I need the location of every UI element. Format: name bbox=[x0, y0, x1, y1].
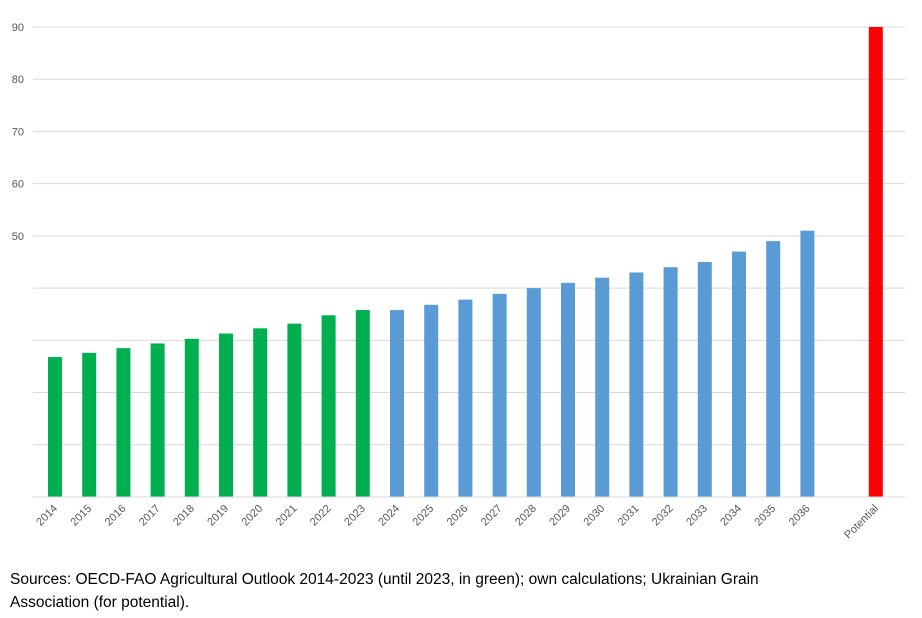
x-tick-label: 2023 bbox=[342, 503, 368, 529]
x-tick-label: 2020 bbox=[240, 503, 266, 529]
x-tick-label: 2014 bbox=[34, 503, 60, 529]
bar-potential bbox=[868, 27, 883, 497]
x-tick-label: 2021 bbox=[274, 503, 300, 529]
bar-2025 bbox=[424, 304, 439, 497]
bar-2027 bbox=[492, 293, 507, 497]
bar-2020 bbox=[253, 328, 268, 497]
bar-2033 bbox=[697, 262, 712, 497]
x-tick-label: 2017 bbox=[137, 503, 163, 529]
x-tick-label: 2019 bbox=[205, 503, 231, 529]
x-tick-label: 2035 bbox=[753, 503, 779, 529]
caption-line-2: Association (for potential). bbox=[10, 594, 190, 611]
y-tick-label: 90 bbox=[12, 22, 24, 34]
bar-2032 bbox=[663, 267, 678, 497]
x-tick-label: 2033 bbox=[684, 503, 710, 529]
x-tick-label: 2018 bbox=[171, 503, 197, 529]
x-tick-label: 2028 bbox=[513, 503, 539, 529]
bar-2022 bbox=[321, 315, 336, 497]
x-tick-label: 2036 bbox=[787, 503, 813, 529]
y-axis-ticks: 50 60 70 80 90 bbox=[12, 22, 24, 243]
bar-2028 bbox=[526, 288, 541, 497]
bar-2017 bbox=[150, 343, 165, 497]
x-tick-label: 2024 bbox=[376, 503, 402, 529]
x-tick-label: 2026 bbox=[445, 503, 471, 529]
bar-2035 bbox=[766, 241, 781, 497]
y-tick-label: 70 bbox=[12, 126, 24, 138]
bar-2034 bbox=[732, 251, 746, 497]
y-tick-label: 60 bbox=[12, 179, 24, 191]
bar-2019 bbox=[219, 333, 233, 497]
bar-2029 bbox=[561, 282, 575, 497]
bar-2016 bbox=[116, 348, 131, 497]
bar-2036 bbox=[800, 230, 815, 497]
y-tick-label: 50 bbox=[12, 231, 24, 243]
x-tick-label: 2016 bbox=[103, 503, 129, 529]
x-axis-labels: 2014 2015 2016 2017 2018 2019 2020 2021 2022 2023… bbox=[34, 503, 881, 542]
bar-2024 bbox=[390, 310, 404, 497]
bar-2021 bbox=[287, 323, 302, 497]
x-tick-label: 2015 bbox=[69, 503, 95, 529]
bar-2014 bbox=[48, 357, 62, 497]
gridlines bbox=[33, 26, 905, 446]
x-tick-label: 2025 bbox=[411, 503, 437, 529]
caption-line-1: Sources: OECD-FAO Agricultural Outlook 2… bbox=[10, 571, 759, 588]
bar-2015 bbox=[82, 352, 97, 497]
x-tick-label: 2030 bbox=[582, 503, 608, 529]
bar-2031 bbox=[629, 272, 644, 497]
bars bbox=[48, 27, 883, 497]
bar-2023 bbox=[355, 310, 370, 497]
bar-2030 bbox=[595, 277, 610, 497]
bar-2026 bbox=[458, 299, 473, 497]
x-tick-label: 2032 bbox=[650, 503, 676, 529]
bar-2018 bbox=[184, 338, 199, 497]
x-tick-label: 2034 bbox=[718, 503, 744, 529]
x-tick-label: 2022 bbox=[308, 503, 334, 529]
x-tick-label: 2027 bbox=[479, 503, 505, 529]
x-tick-label: 2031 bbox=[616, 503, 642, 529]
x-tick-label: 2029 bbox=[547, 503, 573, 529]
y-tick-label: 80 bbox=[12, 74, 24, 86]
x-tick-label: Potential bbox=[842, 503, 881, 542]
source-caption: Sources: OECD-FAO Agricultural Outlook 2… bbox=[10, 568, 915, 614]
